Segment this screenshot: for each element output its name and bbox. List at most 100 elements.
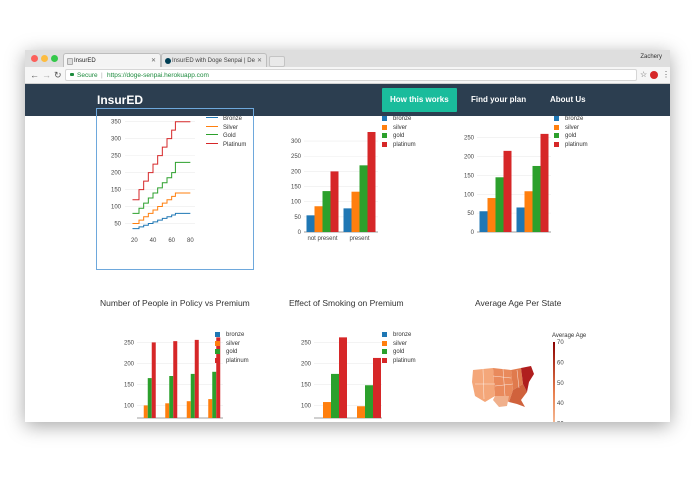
- bar-platinum: [367, 132, 376, 232]
- bar-gold: [169, 376, 174, 418]
- age-per-state-chart-title: Average Age Per State: [475, 298, 562, 308]
- bronze-swatch: [215, 332, 220, 337]
- maximize-window-button[interactable]: [51, 55, 58, 62]
- platinum-swatch: [554, 141, 559, 147]
- nav-about-us[interactable]: About Us: [550, 95, 586, 104]
- bar-silver: [165, 403, 170, 418]
- y-tick-label: 250: [291, 154, 302, 160]
- tab-close-icon[interactable]: ✕: [150, 58, 156, 64]
- adblock-icon[interactable]: [650, 71, 658, 79]
- bar-gold: [147, 378, 152, 418]
- website: InsurED How this works Find your plan Ab…: [25, 84, 670, 422]
- bronze-swatch: [382, 116, 387, 121]
- bar-silver: [524, 191, 533, 232]
- brand-logo[interactable]: InsurED: [97, 93, 144, 107]
- tab-title: InsurED: [74, 58, 96, 64]
- bar-silver: [351, 191, 360, 232]
- bar-gold: [212, 371, 217, 418]
- legend-item: Platinum: [206, 141, 246, 150]
- new-tab-button[interactable]: [269, 56, 285, 67]
- y-tick-label: 100: [124, 403, 135, 409]
- page-icon: [67, 58, 73, 65]
- bar-silver: [487, 198, 496, 232]
- y-tick-label: 0: [298, 230, 302, 236]
- reload-icon[interactable]: ↻: [54, 70, 62, 80]
- bar-chart-1: 0 50 100 150 200 250 300 not present present: [291, 132, 378, 242]
- legend-item: gold: [215, 348, 249, 357]
- lock-icon: [70, 73, 74, 76]
- gold-swatch: [382, 133, 387, 138]
- policy-premium-chart-title: Number of People in Policy vs Premium: [100, 298, 250, 308]
- silver-swatch: [554, 124, 559, 130]
- y-tick-label: 150: [124, 382, 135, 388]
- colorbar-tick-label: 70: [557, 340, 564, 346]
- series-line-silver: [132, 192, 191, 225]
- y-tick-label: 100: [291, 200, 302, 206]
- bar-platinum: [194, 339, 199, 418]
- legend-item: platinum: [554, 141, 588, 150]
- legend-label: silver: [393, 340, 408, 347]
- y-tick-label: 50: [114, 222, 121, 228]
- policy-premium-chart: 100 150 200 250: [124, 337, 223, 419]
- series-line-platinum: [132, 121, 191, 201]
- menu-icon[interactable]: ⋮: [662, 70, 670, 79]
- policy-premium-legend: bronze silver gold platinum: [215, 331, 249, 365]
- address-bar[interactable]: Secure | https://doge-senpai.herokuapp.c…: [65, 69, 637, 81]
- tab-close-icon[interactable]: ✕: [256, 58, 262, 64]
- nav-find-your-plan[interactable]: Find your plan: [471, 95, 527, 104]
- colorbar-tick-label: 40: [557, 401, 564, 407]
- legend-label: bronze: [565, 116, 584, 122]
- bar-gold: [190, 373, 195, 418]
- bar-platinum: [330, 171, 339, 232]
- legend-item: gold: [554, 132, 588, 141]
- legend-item: Gold: [206, 132, 246, 141]
- nav-how-this-works[interactable]: How this works: [382, 88, 457, 112]
- bar-silver: [208, 399, 213, 418]
- forward-icon[interactable]: →: [42, 70, 51, 80]
- legend-item: silver: [215, 340, 249, 349]
- bar-platinum: [339, 337, 347, 418]
- platinum-line-swatch: [206, 142, 218, 144]
- y-tick-label: 200: [124, 361, 135, 367]
- y-tick-label: 250: [111, 154, 122, 160]
- us-state-map: [472, 366, 534, 407]
- colorbar-scale: [553, 342, 555, 422]
- x-tick-label: 60: [168, 238, 175, 242]
- legend-item: silver: [382, 124, 416, 133]
- series-line-gold: [132, 161, 191, 214]
- close-window-button[interactable]: [31, 55, 38, 62]
- address-separator: |: [101, 72, 103, 79]
- map-midwest: [511, 368, 523, 390]
- bar-bronze: [306, 215, 315, 232]
- legend-item: silver: [382, 340, 416, 349]
- legend-item: bronze: [382, 115, 416, 124]
- site-navbar: InsurED How this works Find your plan Ab…: [25, 84, 670, 116]
- minimize-window-button[interactable]: [41, 55, 48, 62]
- bar-bronze: [343, 208, 352, 232]
- y-tick-label: 150: [111, 188, 122, 194]
- y-tick-label: 300: [291, 139, 302, 145]
- profile-name[interactable]: Zachery: [640, 54, 662, 60]
- y-tick-label: 200: [291, 169, 302, 175]
- legend-label: Silver: [223, 124, 239, 131]
- silver-swatch: [382, 340, 387, 346]
- bar-platinum: [151, 342, 156, 418]
- bar-gold: [331, 373, 339, 418]
- legend-item: bronze: [554, 115, 588, 124]
- star-icon[interactable]: ☆: [640, 70, 648, 79]
- platinum-swatch: [382, 357, 387, 363]
- bar-bronze: [479, 211, 488, 232]
- bar-silver: [143, 405, 148, 418]
- secure-label: Secure: [77, 72, 98, 79]
- legend-label: bronze: [393, 332, 412, 338]
- tab-insured[interactable]: InsurED ✕: [63, 53, 161, 67]
- tab-devpost[interactable]: InsurED with Doge Senpai | De ✕: [161, 53, 267, 67]
- title-bar: InsurED ✕ InsurED with Doge Senpai | De …: [25, 50, 670, 67]
- back-icon[interactable]: ←: [30, 70, 39, 80]
- y-tick-label: 200: [301, 361, 312, 367]
- bar-silver: [186, 401, 191, 418]
- y-tick-label: 50: [294, 215, 301, 221]
- bar-gold: [365, 385, 373, 418]
- y-tick-label: 50: [467, 211, 474, 217]
- bar-bronze: [516, 207, 525, 232]
